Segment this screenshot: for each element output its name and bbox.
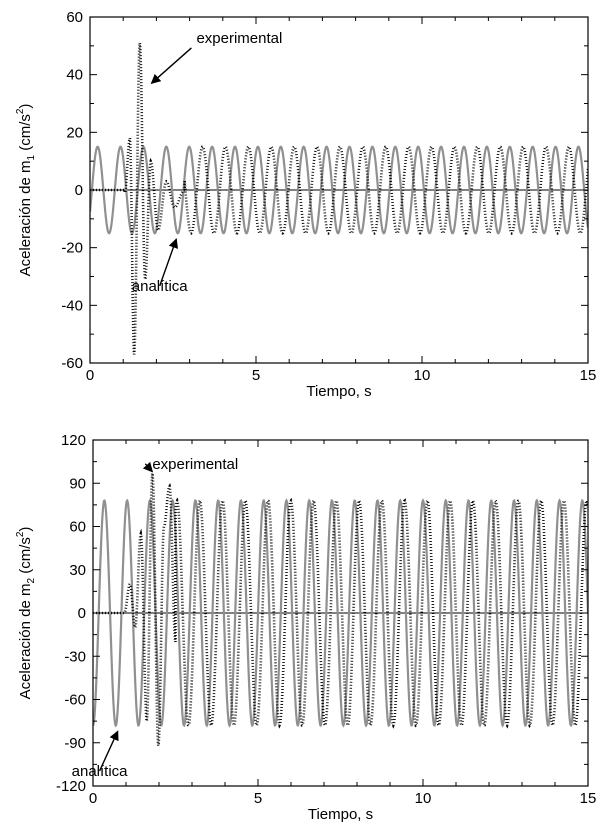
chart-1: 0 5 10 15 -60 -40 -20 0 20 40 60 Tiempo, s Aceleraci… <box>15 9 596 400</box>
x-tick-label: 15 <box>580 790 597 807</box>
y-axis-label: Aceleración de m2 (cm/s2) <box>15 527 37 700</box>
y-tick-label: 60 <box>69 519 86 536</box>
series-experimental-line <box>90 42 588 355</box>
annotation-arrow <box>159 238 178 287</box>
x-tick-label: 0 <box>86 367 94 384</box>
y-tick-label: -90 <box>64 735 86 752</box>
annotation-arrow <box>150 47 192 84</box>
y-tick-label: 40 <box>66 67 83 84</box>
x-tick-label: 0 <box>89 790 97 807</box>
y-tick-label: 20 <box>66 124 83 141</box>
y-tick-label: 90 <box>69 475 86 492</box>
annotation-analtica: analítica <box>72 763 129 780</box>
annotation-arrow <box>142 461 154 473</box>
y-tick-label: 30 <box>69 562 86 579</box>
annotation-experimental: experimental <box>152 456 238 473</box>
chart-2: 0 5 10 15 -120 -90 -60 -30 0 30 60 90 120 Tiempo, s Ac… <box>15 432 596 823</box>
y-tick-label: -120 <box>56 778 86 795</box>
y-tick-label: 120 <box>61 432 86 449</box>
y-tick-label: -40 <box>61 297 83 314</box>
y-tick-label: -30 <box>64 648 86 665</box>
x-tick-label: 5 <box>252 367 260 384</box>
y-tick-label: 0 <box>78 605 86 622</box>
y-tick-label: -60 <box>61 355 83 372</box>
x-tick-label: 10 <box>414 367 431 384</box>
y-tick-label: -60 <box>64 692 86 709</box>
x-axis-label: Tiempo, s <box>308 806 373 823</box>
x-axis-label: Tiempo, s <box>306 383 371 400</box>
y-tick-label: 60 <box>66 9 83 26</box>
annotation-arrow <box>98 730 119 772</box>
x-tick-label: 5 <box>254 790 262 807</box>
y-tick-label: 0 <box>75 182 83 199</box>
annotation-experimental: experimental <box>196 30 282 47</box>
y-tick-label: -20 <box>61 240 83 257</box>
y-axis-label: Aceleración de m1 (cm/s2) <box>15 104 37 277</box>
x-tick-label: 15 <box>580 367 597 384</box>
x-tick-label: 10 <box>415 790 432 807</box>
annotation-analtica: analítica <box>132 278 189 295</box>
